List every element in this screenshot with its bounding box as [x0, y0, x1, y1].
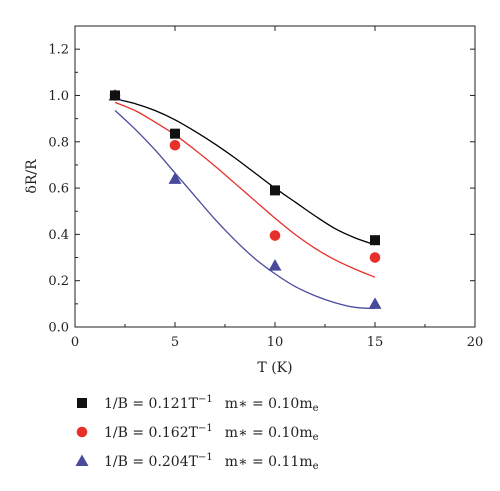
y-tick-label: 0.8	[48, 135, 69, 150]
x-tick-label: 5	[171, 335, 179, 350]
legend-entry: 1/B = 0.162T−1 m∗ = 0.10me	[104, 423, 319, 443]
y-tick-label: 0.4	[48, 228, 69, 243]
data-point-triangle	[268, 259, 282, 271]
data-point-circle	[169, 139, 181, 151]
y-axis-label: δR/R	[24, 159, 40, 194]
data-point-triangle	[368, 297, 382, 309]
x-axis-label: T (K)	[257, 360, 292, 376]
fit-curve-triangle	[114, 110, 376, 310]
fit-curve-circle	[114, 101, 376, 278]
fit-curve-square	[114, 98, 376, 246]
x-tick-label: 20	[467, 335, 484, 350]
plot-frame	[74, 25, 476, 328]
data-point-triangle	[168, 172, 182, 184]
legend-entry: 1/B = 0.204T−1 m∗ = 0.11me	[104, 452, 319, 472]
legend: 1/B = 0.121T−1 m∗ = 0.10me 1/B = 0.162T−1 m…	[75, 394, 319, 472]
y-tick-label: 1.2	[48, 43, 69, 58]
legend-marker-square	[77, 398, 87, 408]
legend-marker-triangle	[75, 454, 89, 466]
data-point-square	[270, 185, 280, 196]
data-point-square	[170, 128, 180, 139]
x-tick-label: 15	[367, 335, 384, 350]
x-tick-label: 0	[71, 335, 79, 350]
y-tick-label: 0.6	[48, 182, 69, 197]
data-points	[108, 88, 382, 309]
y-tick-label: 1.0	[48, 89, 69, 104]
data-point-square	[370, 235, 380, 246]
fit-curves	[114, 98, 376, 310]
y-tick-label: 0.2	[48, 274, 69, 289]
data-point-square	[110, 90, 120, 101]
data-point-circle	[369, 252, 381, 263]
y-tick-label: 0.0	[48, 321, 69, 336]
legend-entry: 1/B = 0.121T−1 m∗ = 0.10me	[104, 394, 319, 414]
axes: 0 5 10 15 20 0.0 0.2 0.4 0.6 0.8 1.0 1.2 T (K) δR/R	[24, 25, 484, 376]
x-tick-label: 10	[267, 335, 284, 350]
legend-marker-circle	[76, 426, 88, 438]
data-point-circle	[269, 230, 281, 241]
